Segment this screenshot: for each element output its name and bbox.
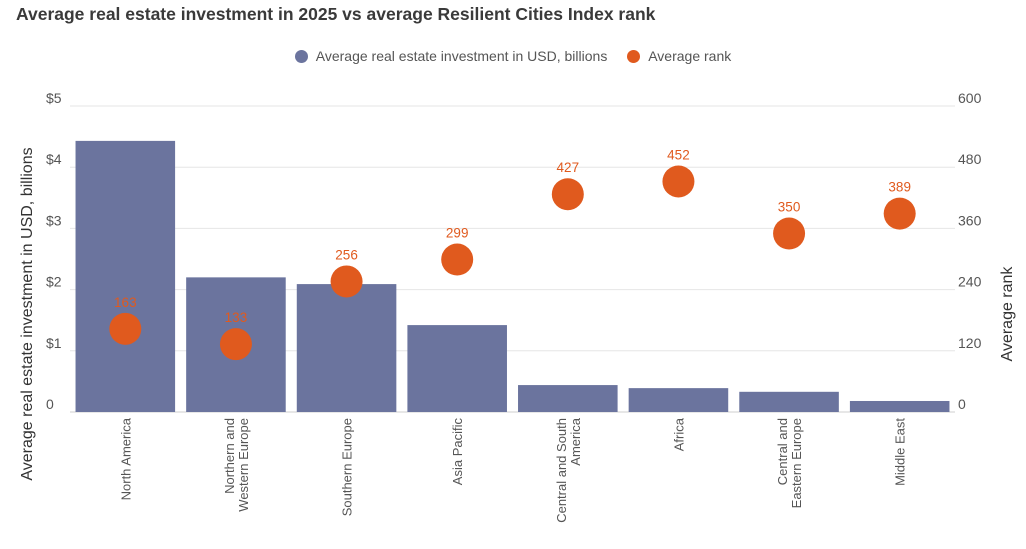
category-label: Western Europe xyxy=(236,418,251,512)
rank-data-label: 299 xyxy=(446,226,469,241)
category-label: Asia Pacific xyxy=(450,418,465,486)
y-right-tick-label: 120 xyxy=(958,335,982,351)
rank-data-label: 389 xyxy=(888,180,911,195)
category-label: Africa xyxy=(671,417,686,451)
category-label: Eastern Europe xyxy=(789,418,804,508)
y-left-tick-label: $4 xyxy=(46,151,62,167)
rank-data-label: 452 xyxy=(667,147,690,162)
rank-series: 163 133 256 299 427 452 350 389 xyxy=(109,147,916,361)
category-label: Central and xyxy=(775,418,790,485)
category-label: Northern and xyxy=(222,418,237,494)
legend-label-investment: Average real estate investment in USD, b… xyxy=(315,48,608,64)
y-left-tick-label: $3 xyxy=(46,212,62,228)
rank-data-label: 133 xyxy=(225,310,248,325)
bar-series xyxy=(75,140,950,412)
rank-point xyxy=(109,312,142,345)
y-right-tick-label: 600 xyxy=(958,90,982,106)
rank-data-label: 256 xyxy=(335,247,358,262)
legend-swatch-rank xyxy=(627,49,641,63)
y-right-axis-title: Average rank xyxy=(999,266,1016,362)
legend-item-investment[interactable]: Average real estate investment in USD, b… xyxy=(294,48,608,64)
y-right-tick-label: 480 xyxy=(958,151,982,167)
chart-title: Average real estate investment in 2025 v… xyxy=(16,4,656,24)
category-labels: North America Northern and Western Europe S… xyxy=(118,417,907,523)
rank-point xyxy=(551,178,584,211)
y-left-tick-label: $5 xyxy=(46,90,62,106)
rank-point xyxy=(662,165,695,198)
rank-point xyxy=(441,243,474,276)
rank-point xyxy=(773,217,806,250)
y-left-tick-label: $1 xyxy=(46,335,62,351)
y-left-tick-label: 0 xyxy=(46,396,54,412)
y-right-tick-label: 240 xyxy=(958,274,982,290)
legend-swatch-investment xyxy=(294,49,308,63)
rank-point xyxy=(883,197,916,230)
rank-data-label: 163 xyxy=(114,295,137,310)
bar xyxy=(518,385,618,412)
y-left-axis-title: Average real estate investment in USD, b… xyxy=(19,147,36,480)
legend-item-rank[interactable]: Average rank xyxy=(627,48,731,64)
rank-point xyxy=(219,328,252,361)
left-axis-ticks: 0 $1 $2 $3 $4 $5 xyxy=(46,90,62,412)
bar xyxy=(628,388,729,412)
bar xyxy=(849,400,950,412)
right-axis-ticks: 0 120 240 360 480 600 xyxy=(958,90,982,412)
y-right-tick-label: 360 xyxy=(958,212,982,228)
bar xyxy=(407,325,507,412)
y-right-tick-label: 0 xyxy=(958,396,966,412)
rank-data-label: 427 xyxy=(557,160,580,175)
y-left-tick-label: $2 xyxy=(46,274,62,290)
bar xyxy=(739,391,839,412)
category-label: Central and South xyxy=(554,418,569,523)
category-label: North America xyxy=(118,417,133,500)
rank-point xyxy=(330,265,363,298)
chart-legend: Average real estate investment in USD, b… xyxy=(0,48,1026,66)
category-label: Southern Europe xyxy=(340,418,355,516)
bar xyxy=(296,284,397,412)
category-label: Middle East xyxy=(893,418,908,486)
bar xyxy=(75,140,176,412)
legend-label-rank: Average rank xyxy=(648,48,732,64)
category-label: America xyxy=(568,417,583,465)
rank-data-label: 350 xyxy=(778,200,801,215)
